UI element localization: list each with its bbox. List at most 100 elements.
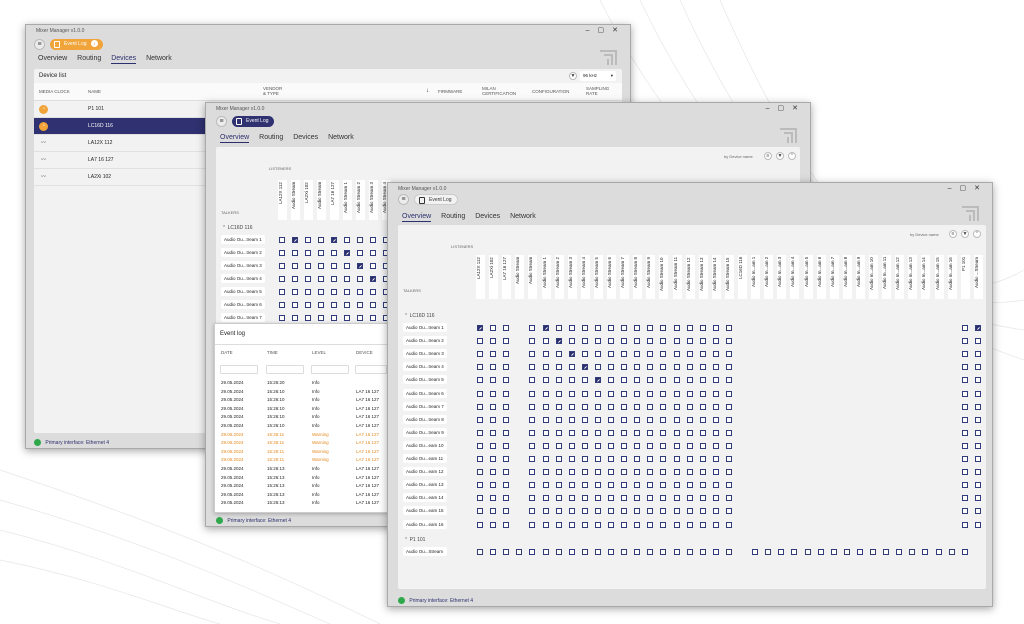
listener-label[interactable]: Audio In...am 14 xyxy=(921,255,931,299)
route-checkbox[interactable] xyxy=(370,289,376,295)
route-checkbox[interactable] xyxy=(608,390,614,397)
route-checkbox[interactable] xyxy=(712,548,719,555)
route-checkbox[interactable] xyxy=(542,403,549,410)
route-checkbox[interactable] xyxy=(647,521,654,528)
route-checkbox[interactable] xyxy=(621,521,628,528)
route-checkbox[interactable] xyxy=(647,456,654,462)
route-checkbox[interactable] xyxy=(568,351,575,358)
listener-label[interactable]: Audio Stream 12 xyxy=(685,255,695,299)
route-checkbox[interactable] xyxy=(621,456,628,462)
route-checkbox[interactable] xyxy=(660,390,667,397)
route-checkbox[interactable] xyxy=(279,237,285,243)
route-checkbox[interactable] xyxy=(555,325,562,331)
route-checkbox[interactable] xyxy=(699,364,706,371)
route-checkbox[interactable] xyxy=(490,429,497,436)
route-checkbox[interactable] xyxy=(503,364,510,371)
route-checkbox[interactable] xyxy=(608,482,614,489)
route-checkbox[interactable] xyxy=(974,521,981,528)
route-checkbox[interactable] xyxy=(529,469,536,476)
route-checkbox[interactable] xyxy=(581,390,588,397)
route-checkbox[interactable] xyxy=(699,390,706,397)
route-checkbox[interactable] xyxy=(922,548,929,555)
route-checkbox[interactable] xyxy=(673,508,680,515)
route-checkbox[interactable] xyxy=(331,302,337,308)
listener-label[interactable]: Audio In...am 8 xyxy=(842,255,852,299)
route-checkbox[interactable] xyxy=(370,276,376,282)
route-checkbox[interactable] xyxy=(660,508,667,515)
route-checkbox[interactable] xyxy=(594,442,601,449)
event-log-row[interactable]: 29.05.2024 15:26:11 Warning LA7 16 127 xyxy=(215,439,389,448)
route-checkbox[interactable] xyxy=(608,377,614,384)
route-checkbox[interactable] xyxy=(673,469,680,476)
route-checkbox[interactable] xyxy=(568,521,575,528)
tab-network[interactable]: Network xyxy=(328,134,354,141)
route-checkbox[interactable] xyxy=(594,429,601,436)
route-checkbox[interactable] xyxy=(581,442,588,449)
route-checkbox[interactable] xyxy=(568,482,575,489)
route-checkbox[interactable] xyxy=(712,403,719,410)
route-checkbox[interactable] xyxy=(765,548,772,555)
route-checkbox[interactable] xyxy=(477,403,483,410)
route-checkbox[interactable] xyxy=(974,325,981,331)
route-checkbox[interactable] xyxy=(555,469,562,476)
event-log-row[interactable]: 29.05.2024 15:26:13 Info LA7 16 127 xyxy=(215,465,389,474)
route-checkbox[interactable] xyxy=(581,429,588,436)
route-checkbox[interactable] xyxy=(594,495,601,502)
route-checkbox[interactable] xyxy=(318,237,324,243)
route-checkbox[interactable] xyxy=(634,351,641,358)
route-checkbox[interactable] xyxy=(344,250,350,256)
route-checkbox[interactable] xyxy=(712,416,719,423)
route-checkbox[interactable] xyxy=(647,508,654,515)
event-log-button[interactable]: Event Log xyxy=(414,194,458,205)
route-checkbox[interactable] xyxy=(529,351,536,358)
route-checkbox[interactable] xyxy=(699,521,706,528)
route-checkbox[interactable] xyxy=(292,315,298,321)
route-checkbox[interactable] xyxy=(974,429,981,436)
route-checkbox[interactable] xyxy=(725,364,732,371)
route-checkbox[interactable] xyxy=(529,416,536,423)
route-checkbox[interactable] xyxy=(725,482,732,489)
route-checkbox[interactable] xyxy=(712,456,719,462)
route-checkbox[interactable] xyxy=(555,508,562,515)
route-checkbox[interactable] xyxy=(686,338,693,345)
route-checkbox[interactable] xyxy=(974,442,981,449)
route-checkbox[interactable] xyxy=(529,325,536,331)
route-checkbox[interactable] xyxy=(974,495,981,502)
route-checkbox[interactable] xyxy=(318,263,324,269)
route-checkbox[interactable] xyxy=(699,416,706,423)
listener-label[interactable]: LA7 16 127 xyxy=(330,180,339,220)
route-checkbox[interactable] xyxy=(673,482,680,489)
listener-label[interactable]: Audio Stream 8 xyxy=(633,255,643,299)
route-checkbox[interactable] xyxy=(529,521,536,528)
route-checkbox[interactable] xyxy=(370,237,376,243)
route-checkbox[interactable] xyxy=(490,482,497,489)
route-checkbox[interactable] xyxy=(909,548,916,555)
route-checkbox[interactable] xyxy=(581,377,588,384)
route-checkbox[interactable] xyxy=(477,416,483,423)
route-checkbox[interactable] xyxy=(370,302,376,308)
route-checkbox[interactable] xyxy=(673,456,680,462)
route-checkbox[interactable] xyxy=(712,508,719,515)
route-checkbox[interactable] xyxy=(555,364,562,371)
route-checkbox[interactable] xyxy=(581,508,588,515)
route-checkbox[interactable] xyxy=(357,250,363,256)
route-checkbox[interactable] xyxy=(555,456,562,462)
route-checkbox[interactable] xyxy=(542,429,549,436)
route-checkbox[interactable] xyxy=(686,482,693,489)
route-checkbox[interactable] xyxy=(621,508,628,515)
route-checkbox[interactable] xyxy=(477,364,483,371)
route-checkbox[interactable] xyxy=(660,469,667,476)
event-log-row[interactable]: 29.05.2024 15:26:10 Info LA7 16 127 xyxy=(215,422,389,431)
route-checkbox[interactable] xyxy=(712,377,719,384)
route-checkbox[interactable] xyxy=(686,508,693,515)
route-checkbox[interactable] xyxy=(529,429,536,436)
route-checkbox[interactable] xyxy=(673,364,680,371)
route-checkbox[interactable] xyxy=(503,442,510,449)
tab-routing[interactable]: Routing xyxy=(441,213,466,220)
event-log-button[interactable]: Event Log 1 xyxy=(50,39,103,50)
route-checkbox[interactable] xyxy=(490,442,497,449)
route-checkbox[interactable] xyxy=(477,377,483,384)
listener-label[interactable]: LC16D 116 xyxy=(738,255,747,299)
route-checkbox[interactable] xyxy=(305,289,311,295)
talker-group-label[interactable]: ⌃ LC16D 116 xyxy=(404,313,435,319)
